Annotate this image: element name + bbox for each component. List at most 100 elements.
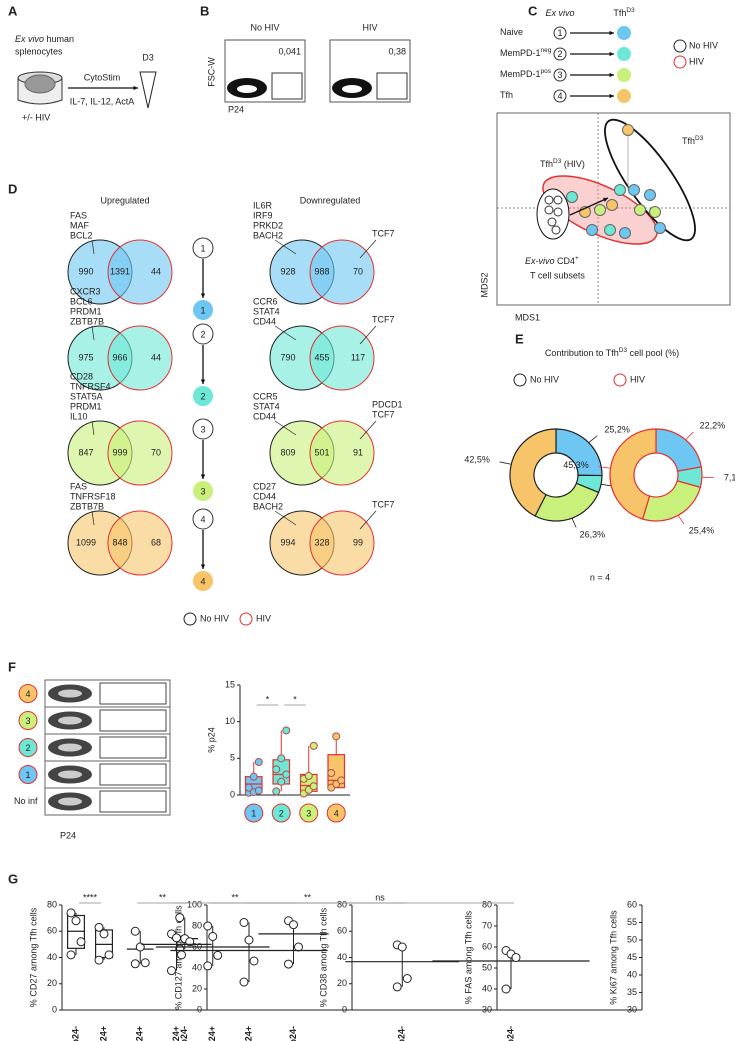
subset-name: MemPD-1pos	[500, 68, 552, 79]
pointer	[274, 420, 297, 436]
x-tick-label: p24+	[243, 1026, 253, 1041]
row-label: No inf	[14, 796, 38, 806]
point	[130, 926, 140, 936]
flow-contour	[58, 770, 82, 779]
step-circle	[193, 386, 213, 406]
row-label: 4	[25, 689, 30, 699]
significance-label: *	[266, 694, 270, 704]
point	[402, 974, 412, 983]
gene: CCR5	[253, 391, 278, 401]
gate-value: 0,041	[278, 46, 301, 56]
y-tick-label: 80	[192, 920, 202, 930]
gate	[99, 682, 167, 705]
venn-count: 847	[78, 447, 93, 457]
point	[282, 770, 291, 779]
step-number: 3	[200, 486, 205, 496]
y-tick-label: 70	[482, 920, 492, 930]
gene: CD44	[253, 316, 276, 326]
legend-label: HIV	[256, 613, 271, 623]
mds-label-part: +	[575, 255, 579, 262]
gene: TNFRSF4	[70, 381, 111, 391]
venn-count: 848	[112, 537, 127, 547]
mds-label-part: Tfh	[540, 159, 553, 169]
y-tick-label: 60	[47, 926, 57, 936]
y-axis-label: % p24	[206, 727, 216, 753]
gene: TCF7	[372, 314, 395, 324]
point	[239, 918, 249, 927]
exvivo-dot	[547, 217, 557, 227]
step-number: 1	[200, 305, 205, 315]
label-pointer	[571, 517, 577, 528]
venn-count: 966	[112, 352, 127, 362]
donut-label: 25,2%	[604, 424, 630, 434]
exvivo-dot	[553, 207, 563, 217]
mds-label: T cell subsets	[530, 270, 585, 280]
step-number: 4	[200, 576, 205, 586]
flow-contour	[58, 689, 82, 698]
row-circle	[18, 684, 38, 703]
y-tick-label: 55	[627, 917, 637, 927]
legend-hiv	[239, 612, 253, 626]
x-tick-label: p24-	[505, 1026, 515, 1041]
pointer	[91, 420, 95, 436]
mds-dot	[628, 184, 640, 196]
x-tick-label: 4	[334, 808, 339, 818]
panel-label: F	[8, 659, 16, 674]
gene: BCL6	[70, 296, 93, 306]
y-tick-label: 5	[230, 753, 235, 763]
point	[104, 950, 114, 960]
significance-label: *	[293, 694, 297, 704]
x-tick-label: p24+	[135, 1026, 145, 1041]
arrow-head	[200, 293, 206, 298]
gene: FAS	[70, 481, 87, 491]
venn-count: 91	[353, 447, 363, 457]
step-number: 4	[557, 91, 562, 101]
mds-dot	[586, 224, 598, 236]
exvivo-dot	[544, 195, 554, 205]
point	[289, 920, 298, 930]
b-y-label: FSC-W	[206, 57, 216, 87]
venn-right	[107, 420, 173, 486]
step-circle	[553, 89, 567, 103]
subset-name: MemPD-1neg	[500, 47, 552, 58]
row-label: 2	[25, 743, 30, 753]
panel-label: D	[8, 181, 17, 196]
point	[185, 937, 195, 947]
pointer	[359, 325, 377, 345]
point	[66, 908, 76, 918]
triangle	[139, 71, 157, 109]
subset-name-part: Naive	[500, 27, 523, 37]
y-tick-label: 30	[627, 1004, 637, 1014]
e-title-part: Contribution to Tfh	[545, 348, 619, 358]
point	[501, 984, 511, 994]
step-circle	[553, 68, 567, 82]
significance-label: **	[231, 892, 239, 902]
x-tick-label: p24-	[179, 1026, 189, 1041]
donut-segment	[641, 480, 702, 522]
y-axis-label: % FAS among Tfh cells	[463, 910, 473, 1004]
c-col: Ex vivo	[545, 8, 574, 18]
point	[337, 776, 346, 785]
c-col: TfhD3	[613, 7, 635, 18]
pointer	[274, 239, 297, 255]
y-tick-label: 50	[482, 962, 492, 972]
row-label: 3	[25, 716, 30, 726]
legend-marker	[513, 373, 527, 387]
panel-label: B	[200, 3, 209, 18]
y-tick-label: 50	[627, 934, 637, 944]
a-stimulus: CytoStim	[84, 72, 121, 82]
subset-name: Tfh	[500, 90, 513, 100]
point	[99, 929, 109, 939]
mds-label-part: (HIV)	[561, 159, 585, 169]
a-cytokines: IL-7, IL-12, ActA	[70, 96, 135, 106]
point	[208, 932, 218, 941]
donut-label: 25,4%	[689, 525, 715, 535]
point	[244, 935, 254, 945]
gate-value: 0,38	[388, 46, 406, 56]
step-circle	[192, 237, 214, 259]
step-circle	[193, 481, 213, 501]
gate	[99, 763, 167, 786]
y-tick-label: 60	[337, 926, 347, 936]
y-tick-label: 60	[192, 941, 202, 951]
y-tick-label: 60	[627, 899, 637, 909]
